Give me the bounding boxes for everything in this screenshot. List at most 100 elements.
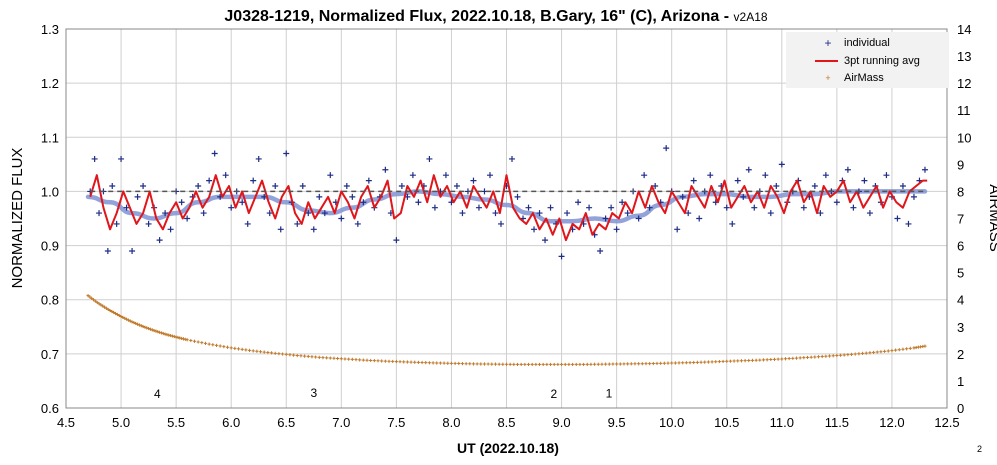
airmass-point bbox=[383, 359, 387, 363]
airmass-point bbox=[537, 362, 542, 367]
x-tick-label: 10.5 bbox=[714, 415, 739, 430]
individual-point bbox=[740, 193, 747, 200]
airmass-point bbox=[229, 346, 233, 350]
airmass-point bbox=[868, 351, 872, 355]
airmass-point bbox=[739, 359, 744, 363]
individual-point bbox=[134, 193, 141, 200]
airmass-point bbox=[150, 328, 154, 332]
individual-point bbox=[118, 155, 125, 162]
airmass-point bbox=[211, 343, 215, 347]
airmass-point bbox=[622, 362, 626, 366]
y2-tick-label: 5 bbox=[957, 266, 964, 281]
airmass-point bbox=[416, 360, 420, 364]
y2-tick-label: 11 bbox=[957, 103, 971, 118]
individual-point bbox=[586, 204, 593, 211]
airmass-point bbox=[894, 348, 898, 352]
airmass-point bbox=[431, 361, 435, 365]
airmass-point bbox=[684, 361, 688, 365]
individual-point bbox=[349, 193, 356, 200]
airmass-point bbox=[512, 362, 516, 366]
airmass-point bbox=[578, 362, 582, 367]
airmass-point bbox=[137, 323, 142, 327]
individual-point bbox=[393, 237, 400, 244]
y-tick-label: 1.0 bbox=[41, 184, 59, 199]
airmass-point bbox=[121, 315, 125, 320]
airmass-point bbox=[427, 361, 432, 365]
y2-axis-label: AIRMASS bbox=[986, 184, 997, 252]
airmass-point bbox=[897, 348, 901, 352]
individual-point bbox=[239, 199, 246, 206]
individual-point bbox=[283, 150, 290, 157]
x-tick-label: 12.5 bbox=[934, 415, 959, 430]
individual-point bbox=[316, 193, 323, 200]
airmass-point bbox=[842, 353, 846, 357]
airmass-point bbox=[780, 357, 784, 361]
y-tick-label: 1.2 bbox=[41, 76, 59, 91]
airmass-point bbox=[901, 347, 905, 351]
individual-point bbox=[883, 172, 890, 179]
individual-point bbox=[475, 204, 482, 211]
individual-point bbox=[536, 210, 543, 217]
airmass-point bbox=[97, 302, 101, 306]
individual-point bbox=[162, 210, 169, 217]
annotations: 4 3 2 1 bbox=[154, 386, 613, 401]
airmass-point bbox=[152, 328, 156, 333]
individual-point bbox=[305, 210, 312, 217]
airmass-point bbox=[104, 306, 108, 310]
y-tick-label: 0.6 bbox=[41, 401, 59, 416]
airmass-point bbox=[291, 353, 296, 357]
airmass-point bbox=[879, 350, 883, 354]
y2-tick-label: 0 bbox=[957, 401, 964, 416]
airmass-point bbox=[552, 362, 556, 367]
airmass-point bbox=[820, 354, 824, 359]
x-tick-label: 11.0 bbox=[770, 415, 794, 430]
airmass-point bbox=[420, 360, 424, 365]
airmass-point bbox=[343, 357, 347, 361]
individual-point bbox=[641, 172, 648, 179]
airmass-point bbox=[559, 362, 564, 367]
airmass-point bbox=[853, 352, 857, 356]
airmass-point bbox=[236, 347, 241, 351]
airmass-point bbox=[156, 330, 160, 334]
airmass-point bbox=[350, 357, 354, 362]
airmass-point bbox=[347, 357, 351, 361]
individual-point bbox=[844, 166, 851, 173]
airmass-point bbox=[923, 344, 927, 348]
airmass-point bbox=[159, 331, 164, 335]
airmass-point bbox=[119, 314, 123, 319]
airmass-point bbox=[321, 356, 325, 360]
y-tick-label: 0.8 bbox=[41, 293, 59, 308]
airmass-point bbox=[490, 362, 494, 366]
airmass-point bbox=[146, 326, 151, 331]
airmass-point bbox=[95, 300, 99, 305]
airmass-point bbox=[761, 358, 766, 362]
airmass-point bbox=[765, 358, 769, 362]
x-tick-label: 10.0 bbox=[659, 415, 684, 430]
airmass-point bbox=[813, 355, 817, 359]
airmass-point bbox=[548, 362, 553, 367]
airmass-point bbox=[493, 362, 498, 366]
airmass-point bbox=[185, 338, 189, 342]
individual-point bbox=[652, 183, 659, 190]
airmass-point bbox=[615, 362, 619, 366]
airmass-point bbox=[871, 350, 876, 355]
individual-point bbox=[921, 166, 928, 173]
y2-tick-label: 8 bbox=[957, 184, 964, 199]
airmass-series bbox=[86, 294, 927, 367]
airmass-point bbox=[306, 354, 310, 359]
y2-tick-label: 9 bbox=[957, 157, 964, 172]
airmass-point bbox=[695, 360, 699, 364]
airmass-point bbox=[849, 352, 854, 356]
airmass-point bbox=[860, 351, 865, 356]
airmass-point bbox=[262, 350, 266, 354]
airmass-point bbox=[655, 361, 659, 366]
airmass-point bbox=[255, 349, 259, 353]
axis-ticks: 4.5 5.0 5.5 6.0 6.5 7.0 7.5 8.0 8.5 9.0 9.5 10.0 10.… bbox=[41, 22, 972, 430]
airmass-point bbox=[644, 362, 648, 366]
airmass-point bbox=[310, 355, 314, 359]
x-tick-label: 5.5 bbox=[167, 415, 185, 430]
airmass-point bbox=[479, 362, 483, 366]
individual-point bbox=[778, 161, 785, 168]
individual-point bbox=[822, 172, 829, 179]
airmass-point bbox=[391, 359, 395, 364]
